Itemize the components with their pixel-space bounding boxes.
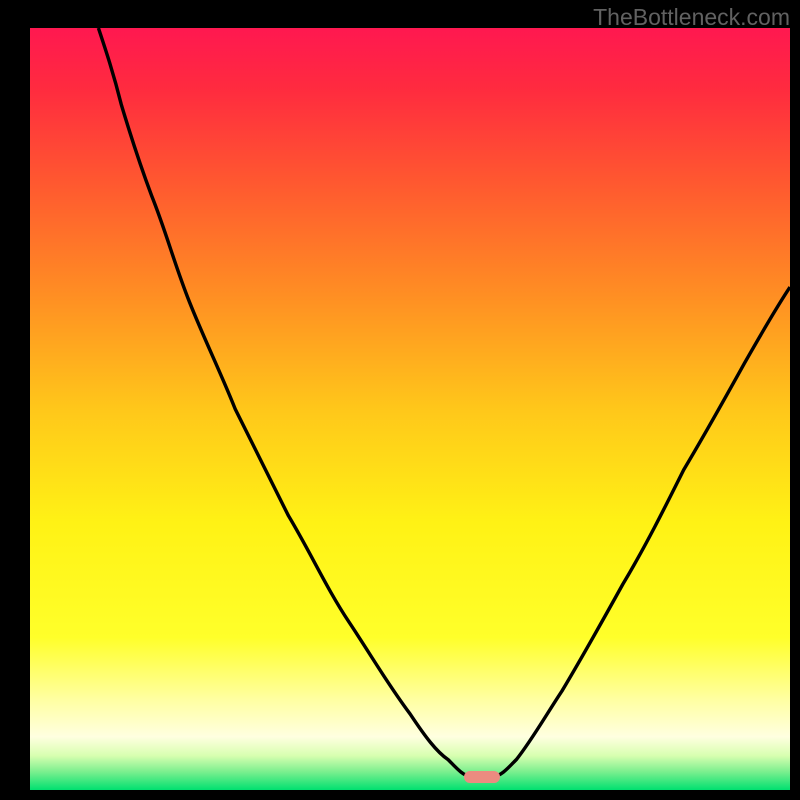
watermark-text: TheBottleneck.com bbox=[593, 4, 790, 31]
bottleneck-curve bbox=[30, 28, 790, 790]
chart-container: TheBottleneck.com bbox=[0, 0, 800, 800]
curve-path bbox=[98, 28, 790, 776]
optimal-marker bbox=[464, 771, 500, 783]
plot-area bbox=[30, 28, 790, 790]
